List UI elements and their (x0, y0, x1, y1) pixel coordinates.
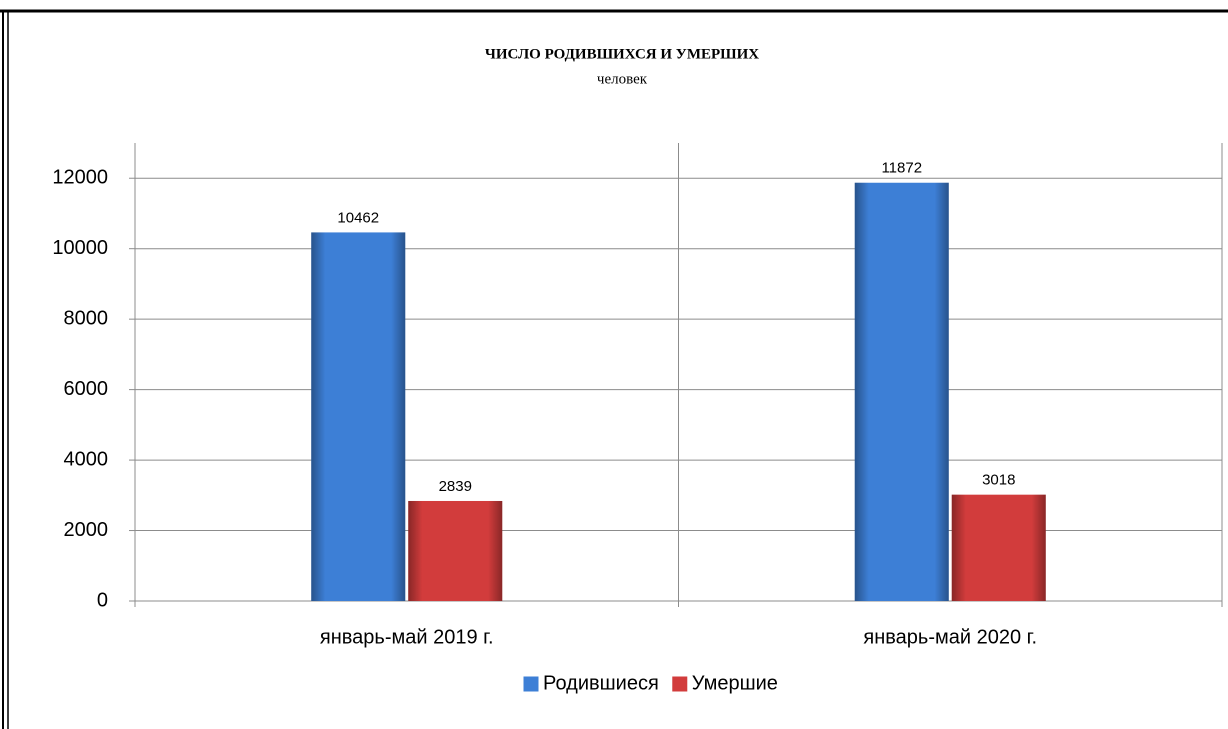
bar-shade (311, 232, 406, 601)
legend-label: Родившиеся (543, 672, 659, 694)
data-label: 2839 (439, 478, 472, 495)
y-tick-label: 6000 (64, 378, 109, 400)
x-tick-label: январь-май 2019 г. (320, 626, 494, 648)
bar-shade (951, 494, 1046, 601)
y-tick-label: 4000 (64, 448, 109, 470)
data-label: 3018 (982, 472, 1015, 489)
bar-shade (408, 500, 503, 601)
chart-title: ЧИСЛО РОДИВШИХСЯ И УМЕРШИХ (485, 46, 759, 62)
legend-label: Умершие (692, 672, 778, 694)
data-label: 10462 (337, 209, 379, 226)
legend-swatch (523, 676, 539, 692)
y-tick-label: 0 (97, 589, 108, 611)
legend-swatch (672, 676, 688, 692)
y-tick-label: 8000 (64, 307, 109, 329)
bar-shade (854, 182, 949, 602)
y-tick-label: 12000 (52, 167, 108, 189)
data-label: 11872 (881, 160, 922, 177)
y-tick-label: 10000 (52, 237, 108, 259)
x-tick-label: январь-май 2020 г. (863, 626, 1037, 648)
y-tick-label: 2000 (64, 519, 109, 541)
chart-subtitle: человек (597, 71, 648, 87)
